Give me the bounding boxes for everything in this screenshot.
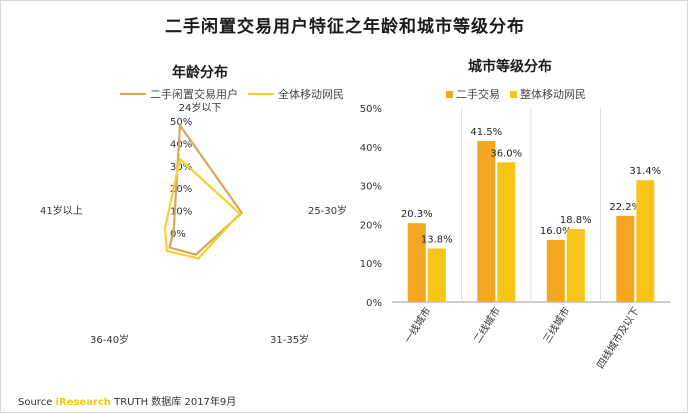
bar-legend-label-2: 整体移动网民 xyxy=(520,88,586,101)
radar-axis-label: 36-40岁 xyxy=(90,333,129,346)
bar-y-tick-label: 50% xyxy=(360,104,382,115)
source-text: TRUTH 数据库 2017年9月 xyxy=(114,397,237,408)
bar-data-label: 36.0% xyxy=(490,148,522,159)
bar-data-label: 41.5% xyxy=(470,127,502,138)
bar-data-label: 18.8% xyxy=(560,215,592,226)
bar-s1-4 xyxy=(616,215,635,302)
radar-legend-item-2: 全体移动网民 xyxy=(248,86,344,102)
main-title: 二手闲置交易用户特征之年龄和城市等级分布 xyxy=(165,17,525,37)
bar-y-tick-label: 10% xyxy=(360,259,382,270)
bar-y-tick-label: 30% xyxy=(360,182,382,193)
source-brand: iResearch xyxy=(55,397,111,408)
radar-tick-label: 0% xyxy=(170,229,186,240)
radar-legend-item-1: 二手闲置交易用户 xyxy=(120,86,238,102)
bar-data-label: 22.2% xyxy=(609,202,641,213)
radar-legend-label-2: 全体移动网民 xyxy=(278,88,344,101)
radar-tick-label: 10% xyxy=(170,207,192,218)
bar-s1-3 xyxy=(546,239,565,302)
radar-axis-label: 24岁以下 xyxy=(179,101,222,114)
radar-series-2 xyxy=(164,158,241,260)
bar-s2-4 xyxy=(636,180,655,302)
bar-category-label: 二线城市 xyxy=(471,305,503,346)
bar-s1-1 xyxy=(407,223,426,302)
bar-s2-2 xyxy=(497,162,516,302)
bar-s2-1 xyxy=(427,248,446,302)
radar-tick-label: 30% xyxy=(170,162,192,173)
radar-axis-label: 31-35岁 xyxy=(270,333,309,346)
bar-legend-item-2: 整体移动网民 xyxy=(510,86,586,102)
bar-data-label: 20.3% xyxy=(401,209,433,220)
radar-axis-label: 25-30岁 xyxy=(308,204,347,217)
bar-title: 城市等级分布 xyxy=(468,59,552,75)
bar-legend: 二手交易 整体移动网民 xyxy=(446,86,596,102)
bar-data-label: 16.0% xyxy=(540,226,572,237)
source-label: Source xyxy=(18,397,53,408)
bar-y-tick-label: 40% xyxy=(360,143,382,154)
radar-tick-label: 40% xyxy=(170,139,192,150)
bar-y-tick-label: 20% xyxy=(360,220,382,231)
bar-legend-item-1: 二手交易 xyxy=(446,86,500,102)
bar-category-label: 四线城市及以下 xyxy=(594,305,642,371)
radar-legend: 二手闲置交易用户 全体移动网民 xyxy=(120,86,354,102)
bar-y-tick-label: 0% xyxy=(366,298,382,309)
bar-category-label: 一线城市 xyxy=(401,305,433,346)
legend-square-icon xyxy=(446,90,453,98)
bar-s1-2 xyxy=(477,141,496,302)
radar-series-1 xyxy=(168,124,243,256)
bar-category-label: 三线城市 xyxy=(540,305,572,346)
bar-legend-label-1: 二手交易 xyxy=(456,88,500,101)
legend-square-icon xyxy=(510,90,517,98)
bar-data-label: 31.4% xyxy=(629,166,661,177)
radar-title: 年龄分布 xyxy=(172,65,228,81)
radar-axis-label: 41岁以上 xyxy=(40,204,83,217)
radar-tick-label: 20% xyxy=(170,184,192,195)
radar-legend-label-1: 二手闲置交易用户 xyxy=(150,88,238,101)
bar-s2-3 xyxy=(566,229,585,302)
source-note: Source iResearch TRUTH 数据库 2017年9月 xyxy=(18,393,236,408)
radar-tick-label: 50% xyxy=(170,117,192,128)
legend-line-icon xyxy=(120,93,146,95)
legend-line-icon xyxy=(248,93,274,95)
bar-data-label: 13.8% xyxy=(421,235,453,246)
